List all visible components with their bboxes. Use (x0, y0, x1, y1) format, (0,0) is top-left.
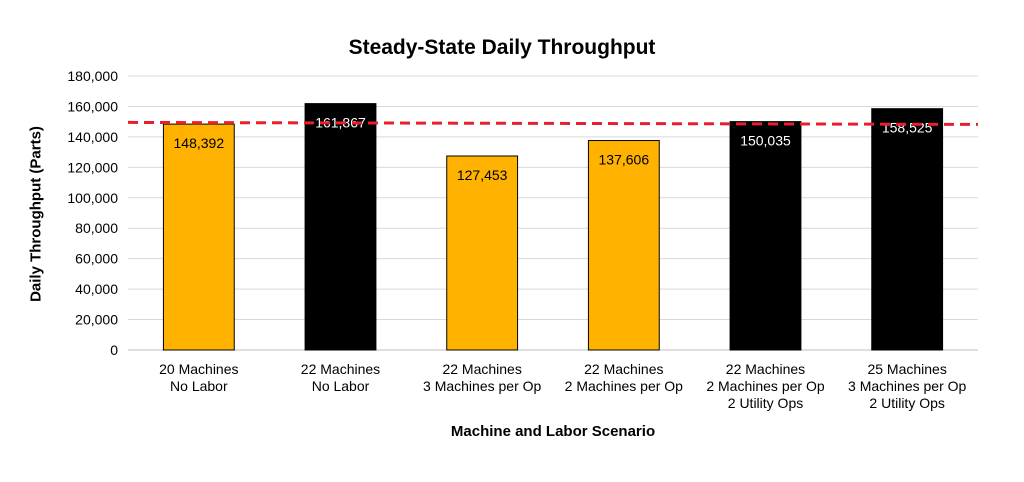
y-tick-label: 140,000 (67, 129, 118, 145)
x-tick-label: 3 Machines per Op (423, 378, 541, 394)
bar (587, 140, 660, 351)
bar (729, 121, 802, 351)
x-tick-label: No Labor (312, 378, 370, 394)
x-tick-label: 20 Machines (159, 361, 238, 377)
x-tick-label: 2 Machines per Op (706, 378, 824, 394)
chart-title: Steady-State Daily Throughput (348, 36, 656, 59)
x-tick-label: 22 Machines (584, 361, 663, 377)
x-tick-label: 22 Machines (301, 361, 380, 377)
y-tick-label: 80,000 (75, 220, 118, 236)
x-tick-label: 2 Utility Ops (728, 395, 803, 411)
x-tick-label: No Labor (170, 378, 228, 394)
y-tick-label: 60,000 (75, 251, 118, 267)
data-label: 127,453 (457, 167, 508, 183)
bar (162, 123, 235, 351)
x-tick-label: 2 Machines per Op (565, 378, 683, 394)
reference-line (127, 120, 979, 126)
y-tick-label: 40,000 (75, 281, 118, 297)
x-tick-label: 25 Machines (867, 361, 946, 377)
bar (446, 155, 519, 351)
bar (304, 103, 377, 351)
data-label: 148,392 (174, 135, 225, 151)
x-axis-label: Machine and Labor Scenario (450, 423, 656, 440)
data-label: 137,606 (599, 152, 650, 168)
x-tick-label: 3 Machines per Op (848, 378, 966, 394)
y-tick-label: 0 (110, 342, 118, 358)
x-tick-label: 22 Machines (726, 361, 805, 377)
y-tick-label: 180,000 (67, 68, 118, 84)
x-tick-label: 2 Utility Ops (869, 395, 944, 411)
bar (871, 108, 944, 351)
x-tick-label: 22 Machines (442, 361, 521, 377)
y-tick-label: 120,000 (67, 159, 118, 175)
data-label: 158,525 (882, 120, 933, 136)
y-tick-label: 100,000 (67, 190, 118, 206)
data-label: 150,035 (740, 133, 791, 149)
y-tick-label: 160,000 (67, 98, 118, 114)
y-tick-label: 20,000 (75, 312, 118, 328)
